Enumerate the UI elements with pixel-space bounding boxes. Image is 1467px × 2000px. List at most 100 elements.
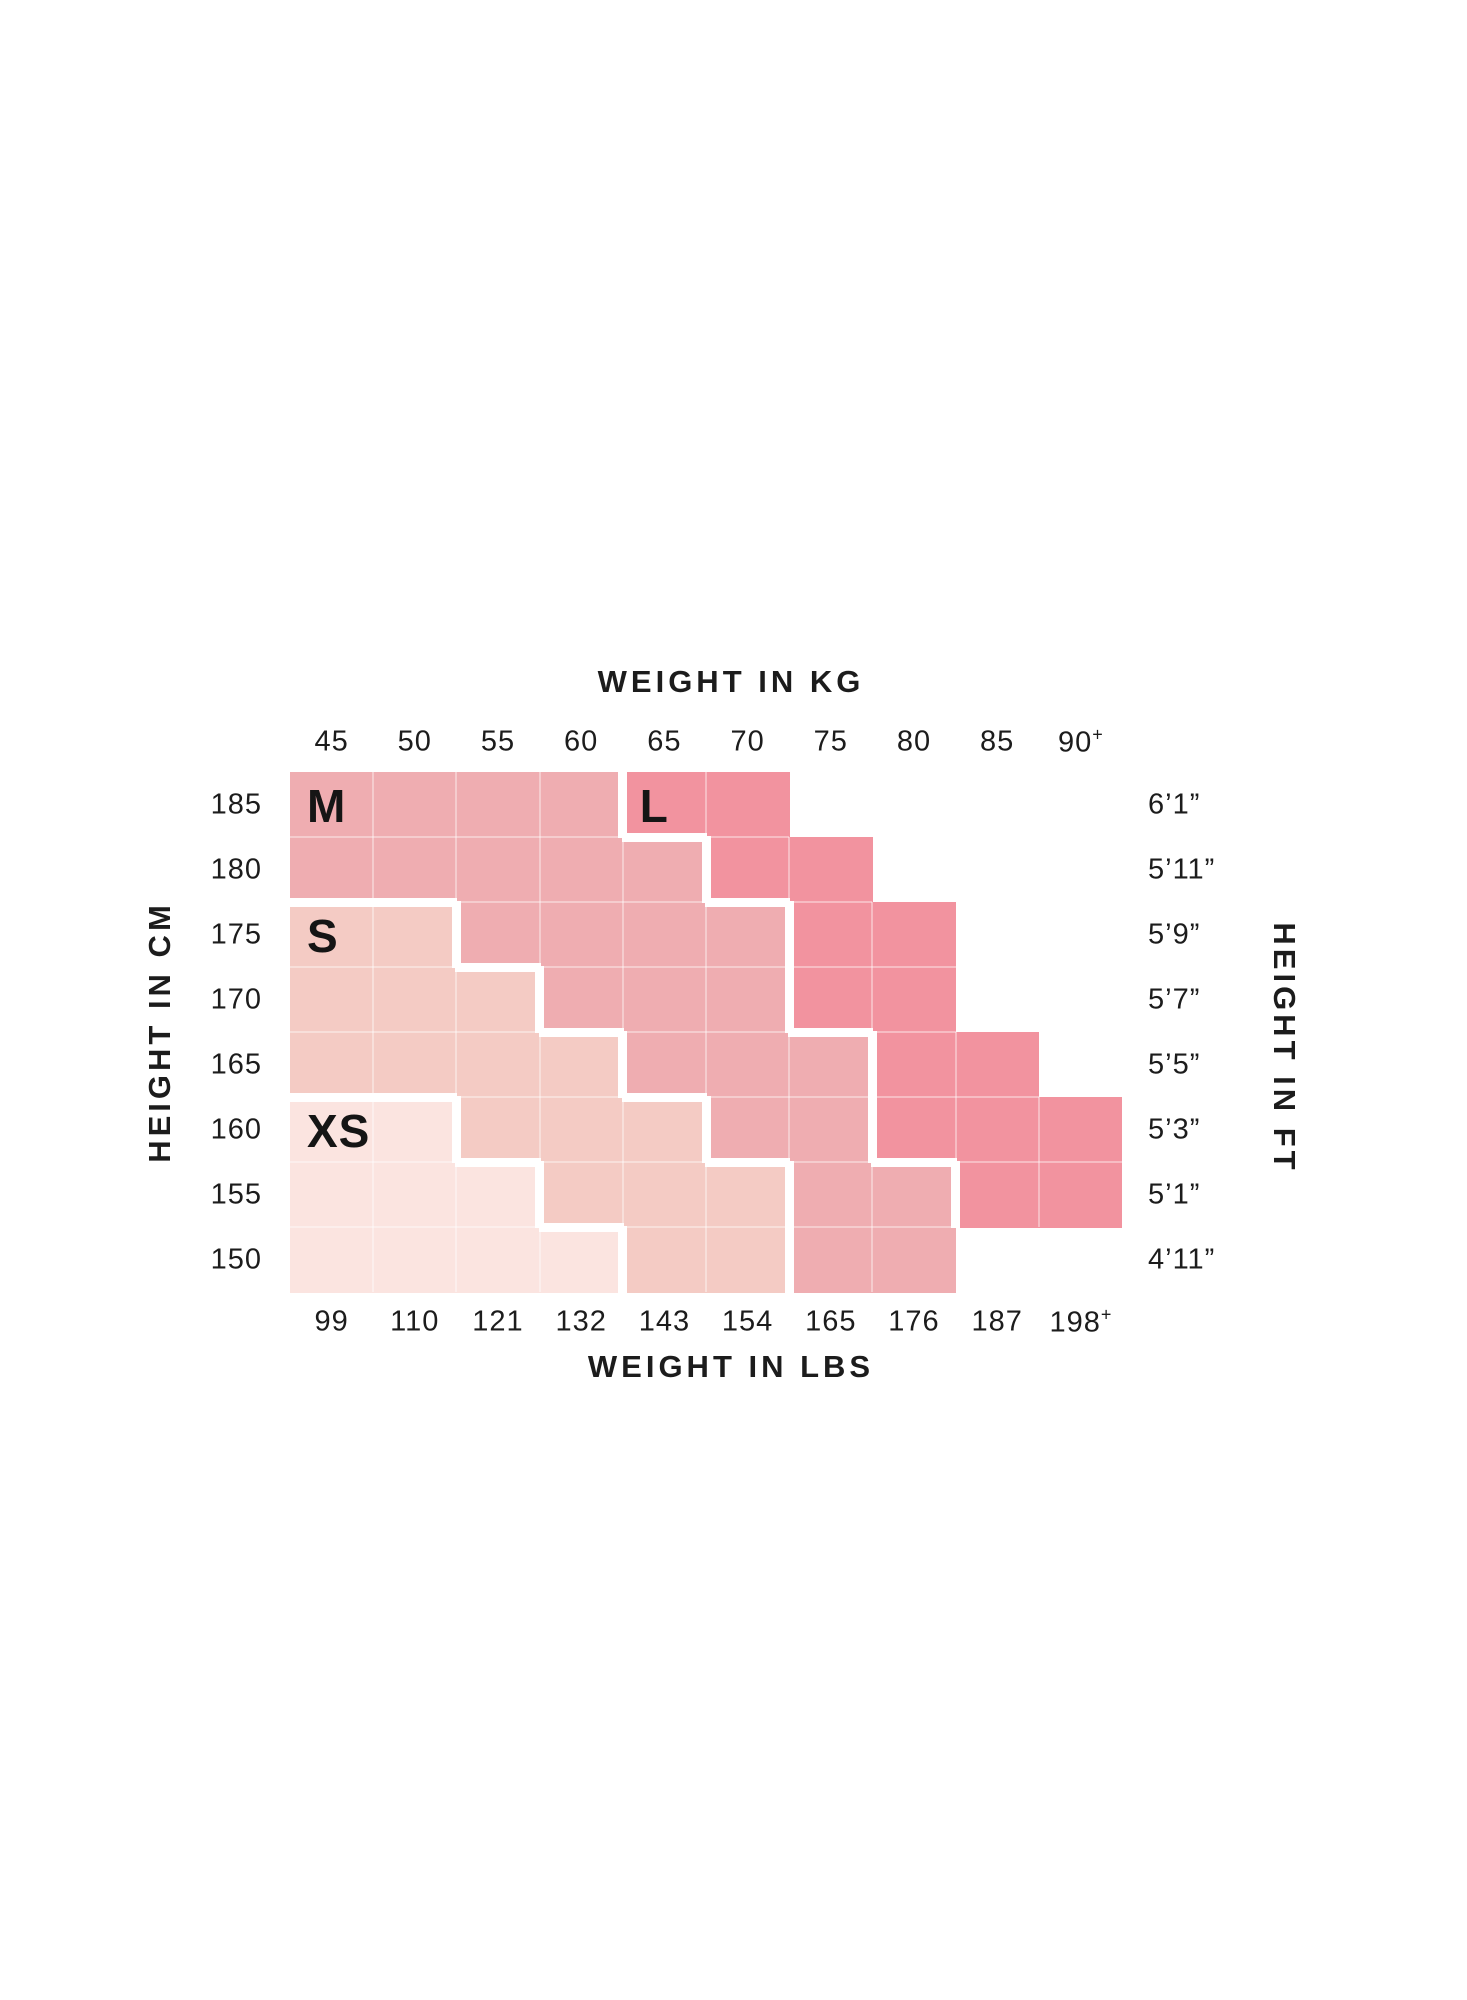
grid-line [538,772,541,837]
region-boundary [784,1226,794,1293]
grid-line [290,1031,374,1033]
size-cell-s-60kg-165cm [539,1032,624,1098]
lbs-tick-198: 198+ [1049,1304,1112,1339]
region-boundary [951,1161,961,1228]
size-cell-m-55kg-185cm [456,772,541,838]
size-cell-l-90kg-155cm [1038,1162,1123,1228]
size-cell-l-75kg-180cm [789,837,873,903]
grid-line [538,902,541,967]
grid-line [705,772,707,837]
size-cell-l-80kg-170cm [872,967,957,1033]
grid-line [788,837,791,902]
grid-line [872,966,956,968]
grid-line [788,1032,791,1097]
grid-line [538,1097,541,1162]
size-cell-s-50kg-170cm [373,967,457,1033]
kg-tick-60: 60 [564,725,599,758]
grid-line [872,1031,956,1033]
grid-line [789,966,873,968]
ft-tick-3: 5’7” [1148,983,1201,1015]
grid-line [290,1161,374,1163]
grid-line [539,1096,623,1098]
grid-line [1037,1162,1040,1227]
grid-line [871,902,874,967]
grid-line [455,1227,458,1292]
grid-line [372,1162,375,1227]
grid-line [705,1032,707,1097]
ft-tick-7: 4’11” [1148,1243,1216,1275]
size-cell-s-55kg-160cm [456,1097,541,1163]
grid-line [955,1096,1039,1098]
grid-line [706,1031,790,1033]
size-cell-s-45kg-175cm [290,902,374,968]
size-region-label-l: L [639,779,669,832]
size-cell-m-65kg-175cm [622,902,707,968]
size-cell-s-70kg-150cm [706,1227,790,1293]
grid-line [705,1227,707,1292]
size-cell-m-70kg-175cm [706,902,790,968]
size-chart-grid: M L S XS [289,771,1123,1293]
grid-line [706,836,790,838]
size-cell-m-75kg-150cm [789,1227,873,1293]
ft-tick-6: 5’1” [1148,1178,1201,1210]
region-boundary [451,1096,461,1163]
region-boundary [867,1031,877,1098]
grid-line [621,1162,624,1227]
size-cell-s-55kg-165cm [456,1032,541,1098]
size-cell-m-65kg-170cm [622,967,707,1033]
grid-line [538,1032,541,1097]
grid-line [372,1227,375,1292]
lbs-tick-99: 99 [314,1305,349,1338]
region-boundary [621,832,707,842]
lbs-tick-132: 132 [555,1305,607,1338]
size-region-label-s: S [307,909,339,962]
size-cell-m-55kg-175cm [456,902,541,968]
kg-tick-85: 85 [980,725,1015,758]
grid-line [621,837,624,902]
size-region-label-m: M [307,779,347,832]
size-cell-m-45kg-180cm [290,837,374,903]
size-cell-xs-55kg-150cm [456,1227,541,1293]
grid-line [538,1227,541,1292]
size-cell-s-50kg-165cm [373,1032,457,1098]
size-cell-l-70kg-180cm [706,837,790,903]
grid-line [372,967,375,1032]
region-boundary [372,1092,458,1102]
size-cell-s-70kg-155cm [706,1162,790,1228]
size-cell-m-70kg-170cm [706,967,790,1033]
size-region-label-xs: XS [307,1104,371,1157]
grid-line [455,837,458,902]
grid-line [871,1162,874,1227]
grid-line [705,902,707,967]
region-boundary [788,1027,874,1037]
size-cell-l-70kg-185cm [706,772,790,838]
region-boundary [535,966,545,1033]
grid-line [621,902,624,967]
cm-tick-165: 165 [210,1048,262,1080]
ft-tick-1: 5’11” [1148,853,1216,885]
ft-tick-0: 6’1” [1148,788,1201,820]
kg-tick-55: 55 [480,725,516,758]
grid-line [372,772,375,837]
lbs-tick-165: 165 [805,1305,857,1338]
grid-line [539,1161,623,1163]
size-cell-m-65kg-165cm [622,1032,707,1098]
region-boundary [455,1157,541,1167]
kg-tick-90: 90+ [1058,724,1103,759]
size-cell-m-50kg-180cm [373,837,457,903]
size-cell-l-85kg-160cm [955,1097,1040,1163]
region-boundary [451,901,461,968]
region-boundary [372,897,458,907]
kg-tick-80: 80 [896,725,932,758]
size-cell-l-85kg-155cm [955,1162,1040,1228]
height-cm-axis-title: HEIGHT IN CM [142,901,177,1163]
size-cell-xs-50kg-160cm [373,1097,457,1163]
grid-line [789,1226,873,1228]
size-cell-m-75kg-155cm [789,1162,873,1228]
grid-line [872,1226,956,1228]
size-cell-xs-60kg-150cm [539,1227,624,1293]
grid-line [290,966,374,968]
size-cell-s-45kg-170cm [290,967,374,1033]
grid-line [373,836,457,838]
grid-line [538,837,541,902]
